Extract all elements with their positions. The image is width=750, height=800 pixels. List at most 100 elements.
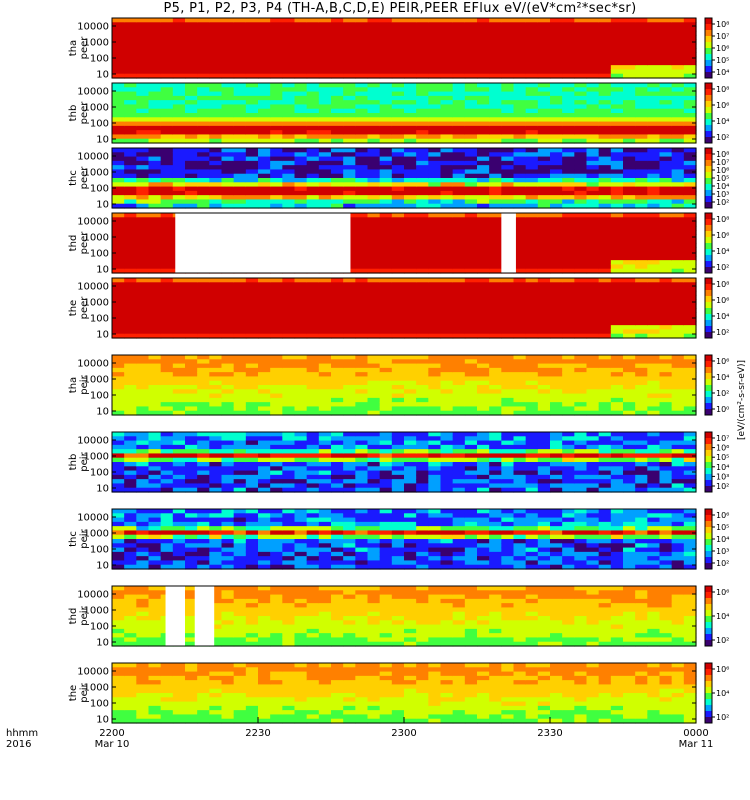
- heatmap-cell: [367, 436, 381, 442]
- heatmap-cell: [379, 393, 393, 399]
- heatmap-cell: [367, 182, 381, 188]
- heatmap-cell: [355, 483, 369, 489]
- heatmap-cell: [282, 48, 296, 53]
- heatmap-cell: [586, 406, 600, 412]
- heatmap-cell: [525, 30, 539, 36]
- heatmap-cell: [306, 43, 320, 49]
- heatmap-cell: [209, 457, 223, 463]
- heatmap-cell: [245, 30, 259, 36]
- heatmap-cell: [282, 182, 296, 188]
- heatmap-cell: [574, 449, 588, 455]
- heatmap-cell: [440, 255, 454, 261]
- heatmap-cell: [537, 264, 551, 270]
- heatmap-cell: [172, 169, 186, 175]
- heatmap-cell: [367, 440, 381, 446]
- heatmap-cell: [367, 355, 381, 360]
- heatmap-cell: [659, 134, 673, 140]
- heatmap-cell: [221, 359, 235, 365]
- heatmap-cell: [379, 470, 393, 476]
- heatmap-cell: [160, 397, 174, 403]
- heatmap-cell: [610, 195, 624, 201]
- heatmap-cell: [610, 234, 624, 240]
- heatmap-cell: [270, 108, 283, 114]
- heatmap-cell: [635, 355, 648, 360]
- heatmap-cell: [112, 213, 125, 218]
- heatmap-cell: [355, 178, 369, 183]
- heatmap-cell: [440, 130, 454, 136]
- heatmap-cell: [574, 483, 588, 489]
- heatmap-cell: [112, 73, 125, 79]
- heatmap-cell: [318, 35, 332, 41]
- heatmap-cell: [282, 385, 296, 390]
- heatmap-cell: [525, 195, 539, 201]
- heatmap-cell: [635, 303, 648, 309]
- heatmap-cell: [343, 186, 356, 192]
- heatmap-cell: [513, 290, 527, 296]
- heatmap-cell: [513, 376, 527, 382]
- heatmap-cell: [489, 278, 502, 283]
- heatmap-cell: [282, 190, 296, 196]
- heatmap-cell: [610, 470, 624, 476]
- heatmap-cell: [428, 303, 442, 309]
- heatmap-cell: [489, 100, 502, 106]
- heatmap-cell: [197, 410, 210, 416]
- heatmap-cell: [331, 26, 344, 32]
- heatmap-cell: [513, 30, 527, 36]
- heatmap-cell: [306, 380, 320, 386]
- heatmap-cell: [221, 290, 235, 296]
- heatmap-cell: [623, 83, 636, 88]
- heatmap-cell: [623, 444, 636, 450]
- heatmap-cell: [197, 138, 210, 144]
- heatmap-cell: [185, 325, 198, 331]
- heatmap-cell: [537, 108, 551, 114]
- heatmap-cell: [574, 91, 588, 97]
- heatmap-cell: [440, 195, 454, 201]
- heatmap-cell: [647, 402, 661, 408]
- heatmap-cell: [379, 449, 393, 455]
- heatmap-cell: [245, 104, 259, 110]
- heatmap-cell: [440, 479, 454, 485]
- heatmap-cell: [209, 160, 223, 166]
- heatmap-cell: [318, 69, 332, 75]
- heatmap-cell: [659, 125, 673, 131]
- heatmap-cell: [428, 138, 442, 144]
- heatmap-cell: [343, 52, 356, 58]
- heatmap-cell: [659, 217, 673, 223]
- heatmap-cell: [574, 444, 588, 450]
- colorbar-tick-label: 10⁴: [716, 312, 729, 321]
- heatmap-cell: [379, 113, 393, 118]
- heatmap-cell: [331, 474, 344, 480]
- heatmap-cell: [623, 355, 636, 360]
- heatmap-cell: [440, 470, 454, 476]
- heatmap-cell: [112, 303, 125, 309]
- heatmap-cell: [197, 393, 210, 399]
- heatmap-cell: [197, 195, 210, 201]
- heatmap-cell: [318, 402, 332, 408]
- heatmap-cell: [124, 474, 137, 480]
- heatmap-cell: [537, 474, 551, 480]
- heatmap-cell: [440, 156, 454, 162]
- heatmap-cell: [416, 199, 429, 205]
- heatmap-cell: [124, 108, 137, 114]
- heatmap-cell: [598, 406, 612, 412]
- heatmap-cell: [659, 402, 673, 408]
- heatmap-cell: [306, 359, 320, 365]
- heatmap-cell: [306, 376, 320, 382]
- heatmap-cell: [367, 30, 381, 36]
- heatmap-cell: [391, 130, 405, 136]
- heatmap-cell: [112, 113, 125, 118]
- heatmap-cell: [112, 389, 125, 395]
- heatmap-cell: [623, 325, 636, 331]
- heatmap-cell: [562, 264, 575, 270]
- heatmap-cell: [598, 165, 612, 171]
- heatmap-cell: [501, 73, 515, 79]
- heatmap-cell: [623, 260, 636, 266]
- heatmap-cell: [513, 449, 527, 455]
- heatmap-cell: [136, 260, 150, 266]
- heatmap-cell: [428, 217, 442, 223]
- heatmap-cell: [574, 290, 588, 296]
- heatmap-cell: [647, 320, 661, 326]
- heatmap-cell: [185, 199, 198, 205]
- heatmap-cell: [306, 402, 320, 408]
- heatmap-cell: [440, 444, 454, 450]
